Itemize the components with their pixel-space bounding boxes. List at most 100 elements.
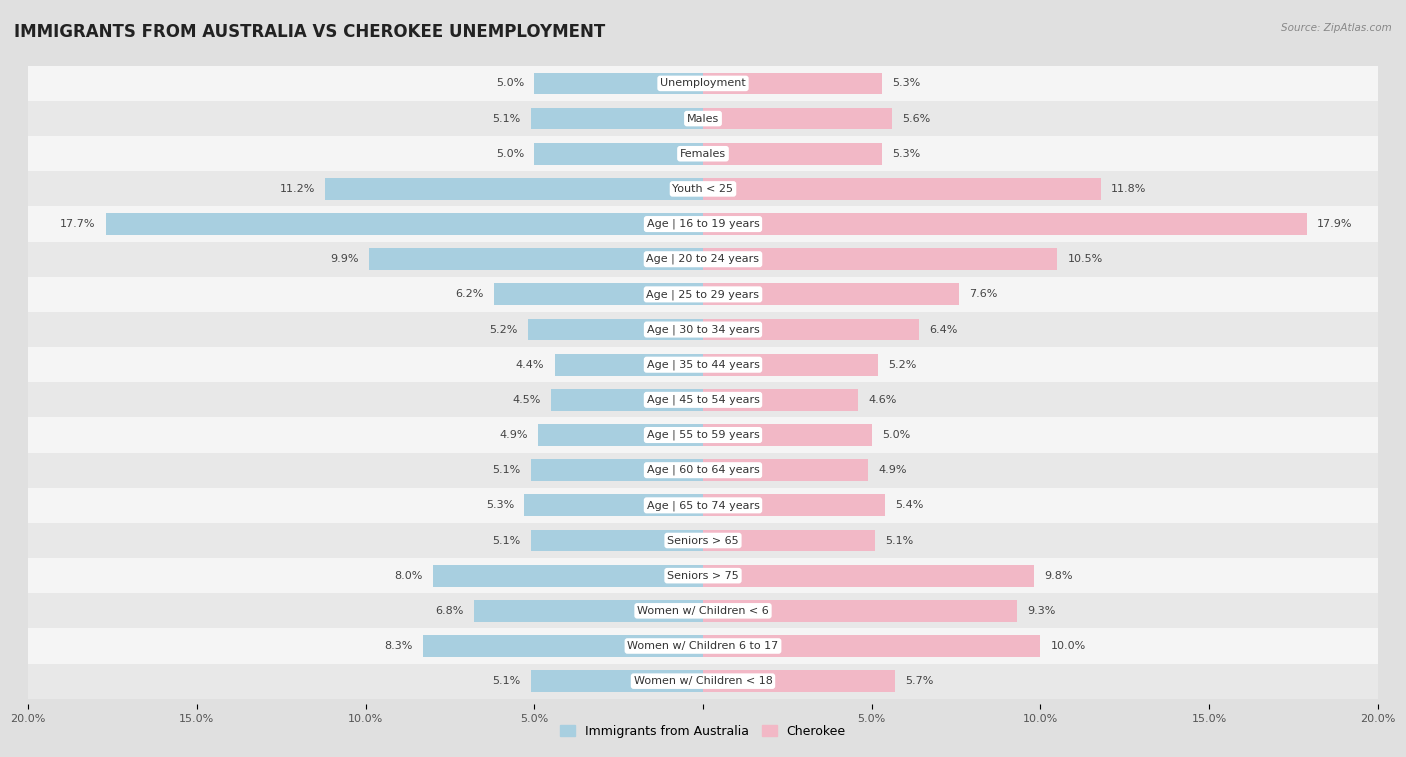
Bar [534,143,703,164]
Text: Unemployment: Unemployment [661,79,745,89]
Bar [703,283,959,305]
Text: Age | 60 to 64 years: Age | 60 to 64 years [647,465,759,475]
Bar [703,319,920,341]
Bar [0,171,1406,207]
Bar [0,382,1406,417]
Bar [423,635,703,657]
Text: 17.7%: 17.7% [60,219,96,229]
Bar [325,178,703,200]
Legend: Immigrants from Australia, Cherokee: Immigrants from Australia, Cherokee [555,720,851,743]
Bar [703,248,1057,270]
Bar [703,670,896,692]
Text: 5.1%: 5.1% [492,466,520,475]
Text: 5.1%: 5.1% [492,114,520,123]
Bar [0,66,1406,101]
Bar [703,565,1033,587]
Text: 5.3%: 5.3% [486,500,515,510]
Bar [531,530,703,551]
Text: 8.0%: 8.0% [395,571,423,581]
Bar [0,312,1406,347]
Bar [0,488,1406,523]
Bar [0,417,1406,453]
Text: 5.3%: 5.3% [891,148,920,159]
Text: IMMIGRANTS FROM AUSTRALIA VS CHEROKEE UNEMPLOYMENT: IMMIGRANTS FROM AUSTRALIA VS CHEROKEE UN… [14,23,606,41]
Bar [0,593,1406,628]
Text: Age | 20 to 24 years: Age | 20 to 24 years [647,254,759,264]
Text: Age | 16 to 19 years: Age | 16 to 19 years [647,219,759,229]
Bar [0,558,1406,593]
Text: 5.2%: 5.2% [489,325,517,335]
Bar [474,600,703,621]
Text: 10.5%: 10.5% [1067,254,1102,264]
Text: Age | 45 to 54 years: Age | 45 to 54 years [647,394,759,405]
Bar [0,523,1406,558]
Text: 9.8%: 9.8% [1043,571,1073,581]
Bar [0,453,1406,488]
Bar [0,136,1406,171]
Text: 6.4%: 6.4% [929,325,957,335]
Text: Males: Males [688,114,718,123]
Bar [0,347,1406,382]
Text: Women w/ Children < 6: Women w/ Children < 6 [637,606,769,616]
Bar [0,241,1406,277]
Bar [0,101,1406,136]
Text: 11.2%: 11.2% [280,184,315,194]
Text: 17.9%: 17.9% [1317,219,1353,229]
Text: 6.2%: 6.2% [456,289,484,299]
Text: 5.1%: 5.1% [886,535,914,546]
Text: Age | 55 to 59 years: Age | 55 to 59 years [647,430,759,441]
Text: 9.3%: 9.3% [1026,606,1056,616]
Bar [703,389,858,411]
Text: 5.6%: 5.6% [903,114,931,123]
Bar [703,354,879,375]
Text: 8.3%: 8.3% [384,641,413,651]
Bar [368,248,703,270]
Text: Age | 65 to 74 years: Age | 65 to 74 years [647,500,759,511]
Bar [433,565,703,587]
Bar [703,635,1040,657]
Text: 5.0%: 5.0% [882,430,910,440]
Text: Youth < 25: Youth < 25 [672,184,734,194]
Bar [554,354,703,375]
Text: Females: Females [681,148,725,159]
Text: 5.1%: 5.1% [492,535,520,546]
Bar [0,628,1406,664]
Text: 4.4%: 4.4% [516,360,544,369]
Bar [531,107,703,129]
Text: Age | 25 to 29 years: Age | 25 to 29 years [647,289,759,300]
Text: Source: ZipAtlas.com: Source: ZipAtlas.com [1281,23,1392,33]
Text: Age | 30 to 34 years: Age | 30 to 34 years [647,324,759,335]
Bar [551,389,703,411]
Text: 5.7%: 5.7% [905,676,934,686]
Bar [0,277,1406,312]
Bar [105,213,703,235]
Bar [703,600,1017,621]
Bar [0,664,1406,699]
Bar [537,424,703,446]
Bar [703,107,891,129]
Bar [531,670,703,692]
Bar [527,319,703,341]
Text: Age | 35 to 44 years: Age | 35 to 44 years [647,360,759,370]
Bar [534,73,703,95]
Text: Women w/ Children < 18: Women w/ Children < 18 [634,676,772,686]
Text: 4.9%: 4.9% [499,430,527,440]
Text: 11.8%: 11.8% [1111,184,1147,194]
Text: 4.5%: 4.5% [513,395,541,405]
Text: Women w/ Children 6 to 17: Women w/ Children 6 to 17 [627,641,779,651]
Text: Seniors > 65: Seniors > 65 [668,535,738,546]
Text: 10.0%: 10.0% [1050,641,1085,651]
Bar [703,143,882,164]
Bar [703,494,886,516]
Text: 7.6%: 7.6% [970,289,998,299]
Bar [494,283,703,305]
Text: 6.8%: 6.8% [434,606,464,616]
Bar [703,459,869,481]
Text: 5.4%: 5.4% [896,500,924,510]
Bar [703,213,1308,235]
Text: 4.6%: 4.6% [869,395,897,405]
Bar [703,424,872,446]
Text: 5.0%: 5.0% [496,79,524,89]
Text: Seniors > 75: Seniors > 75 [666,571,740,581]
Text: 4.9%: 4.9% [879,466,907,475]
